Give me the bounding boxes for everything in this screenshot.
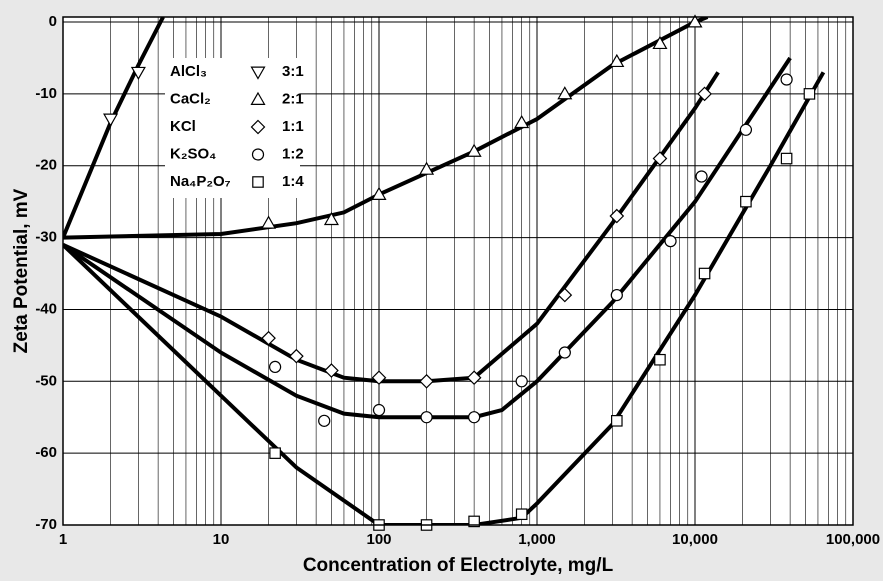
- point: [468, 411, 481, 424]
- plot-frame: [62, 16, 854, 526]
- point: [468, 515, 480, 528]
- point: [557, 86, 573, 100]
- legend-marker: [250, 119, 266, 135]
- point: [780, 73, 793, 86]
- y-tick-label: -50: [35, 372, 57, 389]
- legend-ratio: 1:1: [282, 118, 304, 135]
- point: [557, 287, 573, 303]
- x-tick-label: 10,000: [672, 531, 718, 548]
- fit-line: [63, 17, 165, 239]
- y-tick-label: -30: [35, 229, 57, 246]
- point: [466, 370, 482, 386]
- point: [611, 415, 623, 427]
- legend-marker: [250, 66, 266, 80]
- point: [698, 267, 711, 280]
- x-tick-label: 1,000: [518, 531, 556, 548]
- legend-box: [165, 58, 300, 198]
- legend-marker: [252, 176, 264, 188]
- legend-marker: [251, 148, 265, 161]
- y-tick-label: -40: [35, 300, 57, 317]
- point: [697, 86, 712, 102]
- legend-label: AlCl₃: [170, 63, 207, 80]
- legend-ratio: 1:4: [282, 173, 304, 190]
- point: [687, 14, 703, 28]
- point: [419, 161, 435, 175]
- legend-label: Na₄P₂O₇: [170, 173, 231, 190]
- point: [289, 348, 304, 364]
- point: [103, 113, 119, 127]
- point: [654, 353, 666, 366]
- legend-marker: [250, 91, 266, 105]
- fit-line: [63, 56, 792, 420]
- point: [419, 373, 434, 389]
- x-tick-label: 100,000: [826, 531, 880, 548]
- point: [609, 53, 625, 68]
- legend-ratio: 1:2: [282, 145, 304, 162]
- y-axis-label: Zeta Potential, mV: [11, 188, 32, 353]
- point: [318, 414, 331, 427]
- x-tick-label: 1: [59, 531, 67, 548]
- point: [514, 114, 530, 129]
- point: [609, 208, 625, 224]
- point: [268, 360, 282, 374]
- x-tick-label: 10: [213, 531, 230, 548]
- point: [652, 151, 668, 166]
- point: [780, 152, 793, 165]
- y-tick-label: -20: [35, 157, 57, 174]
- point: [652, 35, 668, 50]
- point: [664, 235, 677, 248]
- point: [515, 375, 528, 388]
- legend-ratio: 3:1: [282, 63, 304, 80]
- legend-label: CaCl₂: [170, 90, 211, 107]
- point: [739, 123, 753, 136]
- legend-ratio: 2:1: [282, 90, 304, 107]
- y-tick-label: 0: [49, 13, 57, 30]
- legend-label: KCl: [170, 118, 196, 135]
- y-tick-label: -10: [35, 85, 57, 102]
- point: [610, 288, 623, 302]
- point: [803, 88, 816, 100]
- point: [695, 170, 708, 183]
- point: [740, 195, 752, 208]
- point: [130, 66, 146, 81]
- point: [372, 403, 386, 417]
- point: [323, 211, 339, 226]
- point: [558, 346, 571, 359]
- legend-label: K₂SO₄: [170, 145, 216, 162]
- y-tick-label: -70: [35, 516, 57, 533]
- point: [261, 330, 276, 346]
- point: [371, 186, 387, 200]
- point: [324, 363, 339, 378]
- y-tick-label: -60: [35, 444, 57, 461]
- x-tick-label: 100: [366, 531, 391, 548]
- point: [269, 447, 281, 459]
- x-axis-label: Concentration of Electrolyte, mg/L: [303, 555, 614, 576]
- point: [515, 508, 528, 521]
- point: [420, 411, 433, 424]
- point: [371, 370, 387, 386]
- point: [261, 215, 277, 229]
- point: [466, 143, 482, 157]
